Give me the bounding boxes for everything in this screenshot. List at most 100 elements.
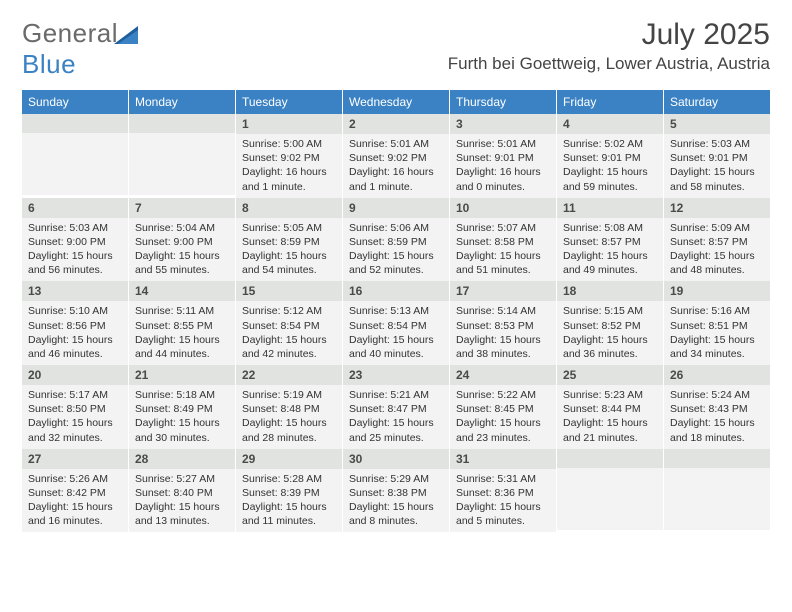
daylight-text: Daylight: 15 hours and 40 minutes. bbox=[349, 333, 443, 361]
cell-body: Sunrise: 5:17 AMSunset: 8:50 PMDaylight:… bbox=[22, 385, 128, 449]
sunset-text: Sunset: 9:00 PM bbox=[28, 235, 122, 249]
calendar-cell: 5Sunrise: 5:03 AMSunset: 9:01 PMDaylight… bbox=[664, 114, 770, 198]
calendar-cell bbox=[664, 449, 770, 533]
daylight-text: Daylight: 15 hours and 36 minutes. bbox=[563, 333, 657, 361]
daylight-text: Daylight: 15 hours and 54 minutes. bbox=[242, 249, 336, 277]
date-number: 9 bbox=[343, 198, 449, 218]
location-subtitle: Furth bei Goettweig, Lower Austria, Aust… bbox=[448, 54, 770, 74]
sunrise-text: Sunrise: 5:24 AM bbox=[670, 388, 764, 402]
date-number: 30 bbox=[343, 449, 449, 469]
sunrise-text: Sunrise: 5:11 AM bbox=[135, 304, 229, 318]
calendar: Sunday Monday Tuesday Wednesday Thursday… bbox=[22, 90, 770, 532]
sunset-text: Sunset: 8:48 PM bbox=[242, 402, 336, 416]
date-number: 22 bbox=[236, 365, 342, 385]
date-number: 10 bbox=[450, 198, 556, 218]
sunset-text: Sunset: 8:54 PM bbox=[242, 319, 336, 333]
calendar-cell: 18Sunrise: 5:15 AMSunset: 8:52 PMDayligh… bbox=[557, 281, 664, 365]
sunrise-text: Sunrise: 5:02 AM bbox=[563, 137, 657, 151]
sunset-text: Sunset: 8:57 PM bbox=[563, 235, 657, 249]
calendar-cell: 21Sunrise: 5:18 AMSunset: 8:49 PMDayligh… bbox=[129, 365, 236, 449]
weekday-header: Wednesday bbox=[343, 90, 450, 114]
calendar-cell: 3Sunrise: 5:01 AMSunset: 9:01 PMDaylight… bbox=[450, 114, 557, 198]
date-number bbox=[22, 114, 128, 133]
cell-body: Sunrise: 5:06 AMSunset: 8:59 PMDaylight:… bbox=[343, 218, 449, 282]
daylight-text: Daylight: 16 hours and 1 minute. bbox=[349, 165, 443, 193]
daylight-text: Daylight: 16 hours and 1 minute. bbox=[242, 165, 336, 193]
cell-body: Sunrise: 5:10 AMSunset: 8:56 PMDaylight:… bbox=[22, 301, 128, 365]
sunset-text: Sunset: 8:47 PM bbox=[349, 402, 443, 416]
date-number: 11 bbox=[557, 198, 663, 218]
sunset-text: Sunset: 8:59 PM bbox=[349, 235, 443, 249]
daylight-text: Daylight: 15 hours and 25 minutes. bbox=[349, 416, 443, 444]
date-number: 23 bbox=[343, 365, 449, 385]
date-number: 16 bbox=[343, 281, 449, 301]
calendar-cell: 17Sunrise: 5:14 AMSunset: 8:53 PMDayligh… bbox=[450, 281, 557, 365]
page-header: General Blue July 2025 Furth bei Goettwe… bbox=[0, 0, 792, 86]
weekday-header: Sunday bbox=[22, 90, 129, 114]
cell-body: Sunrise: 5:13 AMSunset: 8:54 PMDaylight:… bbox=[343, 301, 449, 365]
brand-general: General bbox=[22, 18, 118, 48]
date-number: 2 bbox=[343, 114, 449, 134]
sunrise-text: Sunrise: 5:16 AM bbox=[670, 304, 764, 318]
sunrise-text: Sunrise: 5:06 AM bbox=[349, 221, 443, 235]
date-number bbox=[129, 114, 235, 133]
date-number: 26 bbox=[664, 365, 770, 385]
date-number: 25 bbox=[557, 365, 663, 385]
sunset-text: Sunset: 8:56 PM bbox=[28, 319, 122, 333]
brand-blue: Blue bbox=[22, 49, 76, 79]
sunrise-text: Sunrise: 5:00 AM bbox=[242, 137, 336, 151]
sunset-text: Sunset: 8:45 PM bbox=[456, 402, 550, 416]
cell-body bbox=[664, 468, 770, 530]
brand-logo: General Blue bbox=[22, 18, 138, 80]
cell-body: Sunrise: 5:03 AMSunset: 9:00 PMDaylight:… bbox=[22, 218, 128, 282]
sunset-text: Sunset: 8:36 PM bbox=[456, 486, 550, 500]
calendar-cell: 29Sunrise: 5:28 AMSunset: 8:39 PMDayligh… bbox=[236, 449, 343, 533]
sunset-text: Sunset: 9:01 PM bbox=[670, 151, 764, 165]
sunset-text: Sunset: 8:59 PM bbox=[242, 235, 336, 249]
cell-body: Sunrise: 5:31 AMSunset: 8:36 PMDaylight:… bbox=[450, 469, 556, 533]
daylight-text: Daylight: 15 hours and 32 minutes. bbox=[28, 416, 122, 444]
calendar-cell: 10Sunrise: 5:07 AMSunset: 8:58 PMDayligh… bbox=[450, 198, 557, 282]
date-number: 31 bbox=[450, 449, 556, 469]
cell-body: Sunrise: 5:14 AMSunset: 8:53 PMDaylight:… bbox=[450, 301, 556, 365]
calendar-cell: 8Sunrise: 5:05 AMSunset: 8:59 PMDaylight… bbox=[236, 198, 343, 282]
cell-body: Sunrise: 5:18 AMSunset: 8:49 PMDaylight:… bbox=[129, 385, 235, 449]
daylight-text: Daylight: 15 hours and 49 minutes. bbox=[563, 249, 657, 277]
daylight-text: Daylight: 15 hours and 38 minutes. bbox=[456, 333, 550, 361]
sunset-text: Sunset: 8:38 PM bbox=[349, 486, 443, 500]
brand-logo-text: General Blue bbox=[22, 18, 138, 80]
calendar-cell: 11Sunrise: 5:08 AMSunset: 8:57 PMDayligh… bbox=[557, 198, 664, 282]
cell-body: Sunrise: 5:26 AMSunset: 8:42 PMDaylight:… bbox=[22, 469, 128, 533]
weekday-header-row: Sunday Monday Tuesday Wednesday Thursday… bbox=[22, 90, 770, 114]
weekday-header: Saturday bbox=[664, 90, 770, 114]
calendar-week-row: 20Sunrise: 5:17 AMSunset: 8:50 PMDayligh… bbox=[22, 365, 770, 449]
calendar-cell: 30Sunrise: 5:29 AMSunset: 8:38 PMDayligh… bbox=[343, 449, 450, 533]
calendar-cell bbox=[129, 114, 236, 198]
cell-body: Sunrise: 5:16 AMSunset: 8:51 PMDaylight:… bbox=[664, 301, 770, 365]
sunset-text: Sunset: 8:43 PM bbox=[670, 402, 764, 416]
cell-body: Sunrise: 5:28 AMSunset: 8:39 PMDaylight:… bbox=[236, 469, 342, 533]
sunset-text: Sunset: 9:01 PM bbox=[456, 151, 550, 165]
date-number: 21 bbox=[129, 365, 235, 385]
sunrise-text: Sunrise: 5:01 AM bbox=[456, 137, 550, 151]
sunset-text: Sunset: 8:53 PM bbox=[456, 319, 550, 333]
cell-body: Sunrise: 5:08 AMSunset: 8:57 PMDaylight:… bbox=[557, 218, 663, 282]
daylight-text: Daylight: 15 hours and 16 minutes. bbox=[28, 500, 122, 528]
sunset-text: Sunset: 8:49 PM bbox=[135, 402, 229, 416]
date-number: 14 bbox=[129, 281, 235, 301]
date-number: 17 bbox=[450, 281, 556, 301]
calendar-cell: 1Sunrise: 5:00 AMSunset: 9:02 PMDaylight… bbox=[236, 114, 343, 198]
date-number: 13 bbox=[22, 281, 128, 301]
date-number: 7 bbox=[129, 198, 235, 218]
sunset-text: Sunset: 9:00 PM bbox=[135, 235, 229, 249]
sunrise-text: Sunrise: 5:03 AM bbox=[28, 221, 122, 235]
calendar-cell: 16Sunrise: 5:13 AMSunset: 8:54 PMDayligh… bbox=[343, 281, 450, 365]
cell-body: Sunrise: 5:27 AMSunset: 8:40 PMDaylight:… bbox=[129, 469, 235, 533]
date-number: 19 bbox=[664, 281, 770, 301]
cell-body: Sunrise: 5:24 AMSunset: 8:43 PMDaylight:… bbox=[664, 385, 770, 449]
sunrise-text: Sunrise: 5:08 AM bbox=[563, 221, 657, 235]
cell-body: Sunrise: 5:22 AMSunset: 8:45 PMDaylight:… bbox=[450, 385, 556, 449]
cell-body: Sunrise: 5:23 AMSunset: 8:44 PMDaylight:… bbox=[557, 385, 663, 449]
calendar-cell bbox=[22, 114, 129, 198]
sunrise-text: Sunrise: 5:03 AM bbox=[670, 137, 764, 151]
